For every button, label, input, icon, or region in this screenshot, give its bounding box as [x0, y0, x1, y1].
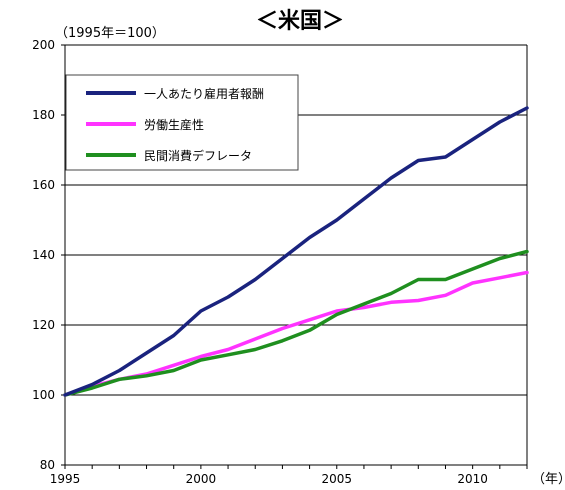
- series-line: [63, 106, 529, 397]
- legend-item: 一人あたり雇用者報酬: [86, 86, 264, 101]
- series-lines: [63, 106, 529, 397]
- y-tick-label: 100: [32, 388, 55, 402]
- y-tick-label: 120: [32, 318, 55, 332]
- y-tick-label: 80: [40, 458, 55, 472]
- series-line: [63, 249, 529, 397]
- legend: 一人あたり雇用者報酬 労働生産性 民間消費デフレータ: [65, 74, 299, 171]
- x-tick-label: 2005: [321, 472, 352, 486]
- y-tick-label: 160: [32, 178, 55, 192]
- legend-item: 民間消費デフレータ: [86, 148, 252, 163]
- x-tick-label: 2000: [186, 472, 217, 486]
- axes: [61, 44, 528, 469]
- legend-item: 労働生産性: [86, 117, 204, 132]
- y-tick-label: 180: [32, 108, 55, 122]
- tick-labels: 80 100 120 140 160 180 200 1995 2000 2005 2010: [32, 38, 488, 486]
- x-tick-label: 1995: [50, 472, 81, 486]
- y-tick-label: 140: [32, 248, 55, 262]
- legend-label: 一人あたり雇用者報酬: [144, 86, 264, 101]
- x-tick-label: 2010: [457, 472, 488, 486]
- chart-title: ＜米国＞: [256, 9, 344, 34]
- y-tick-label: 200: [32, 38, 55, 52]
- unit-label: （1995年＝100）: [55, 26, 165, 41]
- legend-label: 労働生産性: [144, 117, 204, 132]
- x-axis-label: （年）: [532, 472, 565, 487]
- legend-label: 民間消費デフレータ: [144, 148, 252, 163]
